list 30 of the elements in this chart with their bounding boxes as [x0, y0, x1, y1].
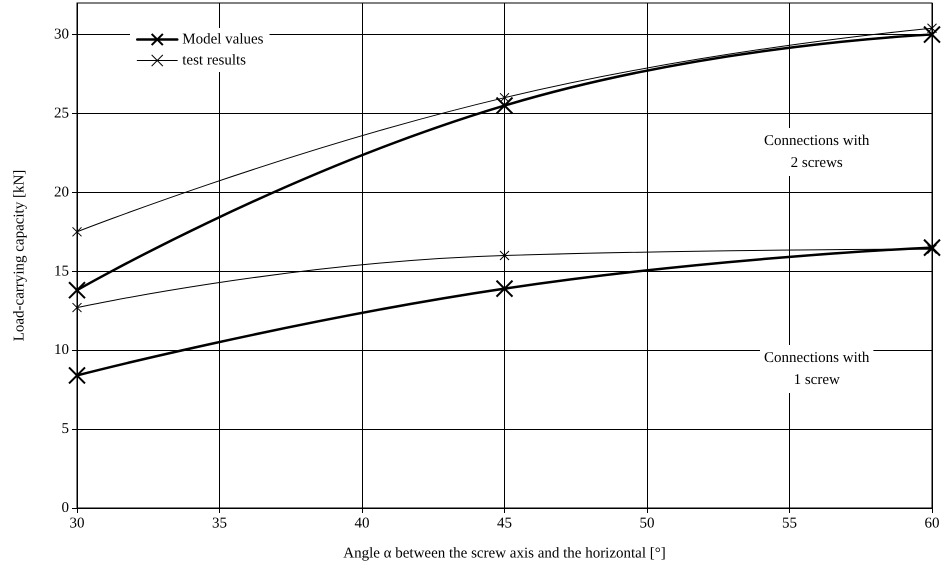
y-tick-label: 5 — [62, 421, 69, 438]
point — [496, 280, 514, 298]
x-tick-label: 35 — [212, 516, 227, 532]
annotation: Connections with 1 screw — [764, 350, 870, 388]
x-tick-label: 45 — [497, 516, 512, 532]
annotation: Connections with 2 screws — [764, 133, 870, 171]
legend-label: test results — [182, 52, 246, 68]
x-tick-label: 60 — [924, 516, 940, 532]
y-axis-title: Load-carrying capacity [kN] — [12, 170, 28, 342]
point — [923, 238, 941, 257]
x-tick-label: 40 — [354, 516, 370, 532]
x-tick-label: 50 — [640, 516, 654, 532]
y-tick-label: 0 — [62, 500, 69, 516]
point — [68, 281, 86, 300]
point — [923, 26, 941, 44]
point — [68, 366, 86, 384]
point — [500, 250, 510, 260]
y-tick-label: 30 — [54, 26, 69, 43]
legend-label: Model values — [182, 32, 264, 48]
x-tick-label: 55 — [782, 516, 797, 532]
point — [927, 23, 937, 34]
y-tick-label: 20 — [54, 184, 69, 200]
y-tick-label: 15 — [54, 263, 69, 280]
point — [72, 226, 82, 237]
y-tick-label: 25 — [54, 105, 69, 122]
x-axis-title: Angle α between the screw axis and the horizontal [°] — [343, 546, 666, 562]
point — [500, 92, 510, 103]
point — [72, 302, 82, 313]
point — [496, 96, 514, 115]
y-tick-label: 10 — [54, 342, 69, 358]
